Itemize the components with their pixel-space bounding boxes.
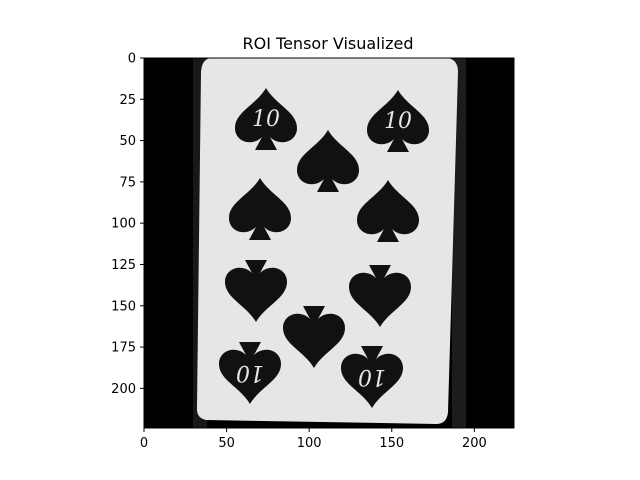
rank-label-top-left: 10 [252, 107, 280, 132]
x-tick-label: 50 [218, 436, 235, 451]
y-axis: 0 25 50 75 100 125 150 175 200 [111, 52, 144, 397]
x-tick-label: 100 [297, 436, 322, 451]
rank-label-bottom-left: 10 [236, 360, 264, 385]
y-tick-label: 0 [128, 52, 136, 67]
y-tick-label: 150 [111, 299, 136, 314]
x-axis: 0 50 100 150 200 [140, 428, 487, 451]
rank-label-bottom-right: 10 [358, 364, 386, 389]
y-tick-label: 125 [111, 258, 136, 273]
y-tick-label: 175 [111, 341, 136, 356]
y-tick-label: 200 [111, 382, 136, 397]
y-tick-label: 50 [119, 134, 136, 149]
y-tick-label: 75 [119, 175, 136, 190]
x-tick-label: 0 [140, 436, 148, 451]
axes-frame [143, 57, 515, 429]
y-tick-label: 25 [119, 93, 136, 108]
chart-title: ROI Tensor Visualized [243, 34, 414, 53]
x-tick-label: 200 [462, 436, 487, 451]
y-tick-label: 100 [111, 217, 136, 232]
x-tick-label: 150 [379, 436, 404, 451]
roi-image: 10 10 10 10 [144, 58, 514, 428]
rank-label-top-right: 10 [384, 109, 412, 134]
